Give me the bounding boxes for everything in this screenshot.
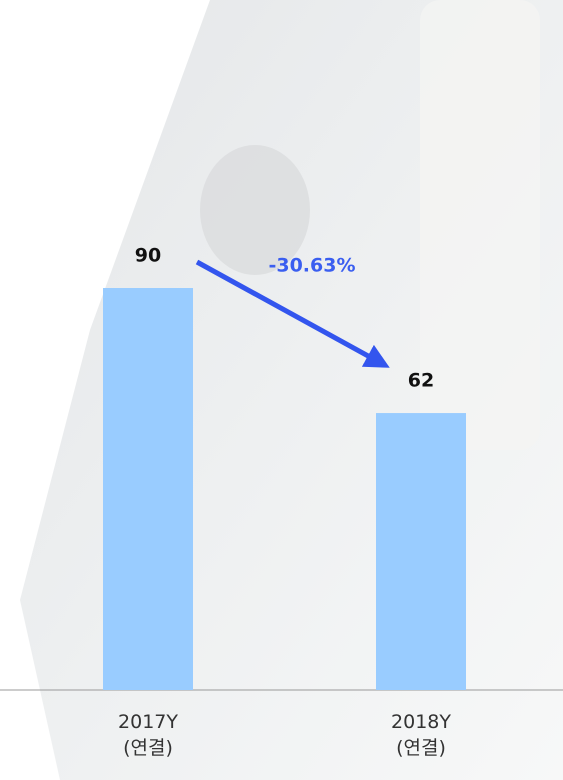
x-tick-label: 2018Y (연결): [391, 711, 451, 759]
background-cap: [200, 145, 310, 275]
data-label: 62: [408, 370, 434, 392]
data-label: 90: [135, 245, 161, 267]
background-bottle: [420, 0, 540, 450]
annotation: -30.63%: [268, 255, 355, 277]
x-tick-label: 2017Y (연결): [118, 711, 178, 759]
bar: [103, 288, 193, 690]
bar: [376, 413, 466, 690]
change-arrow: [195, 259, 390, 368]
